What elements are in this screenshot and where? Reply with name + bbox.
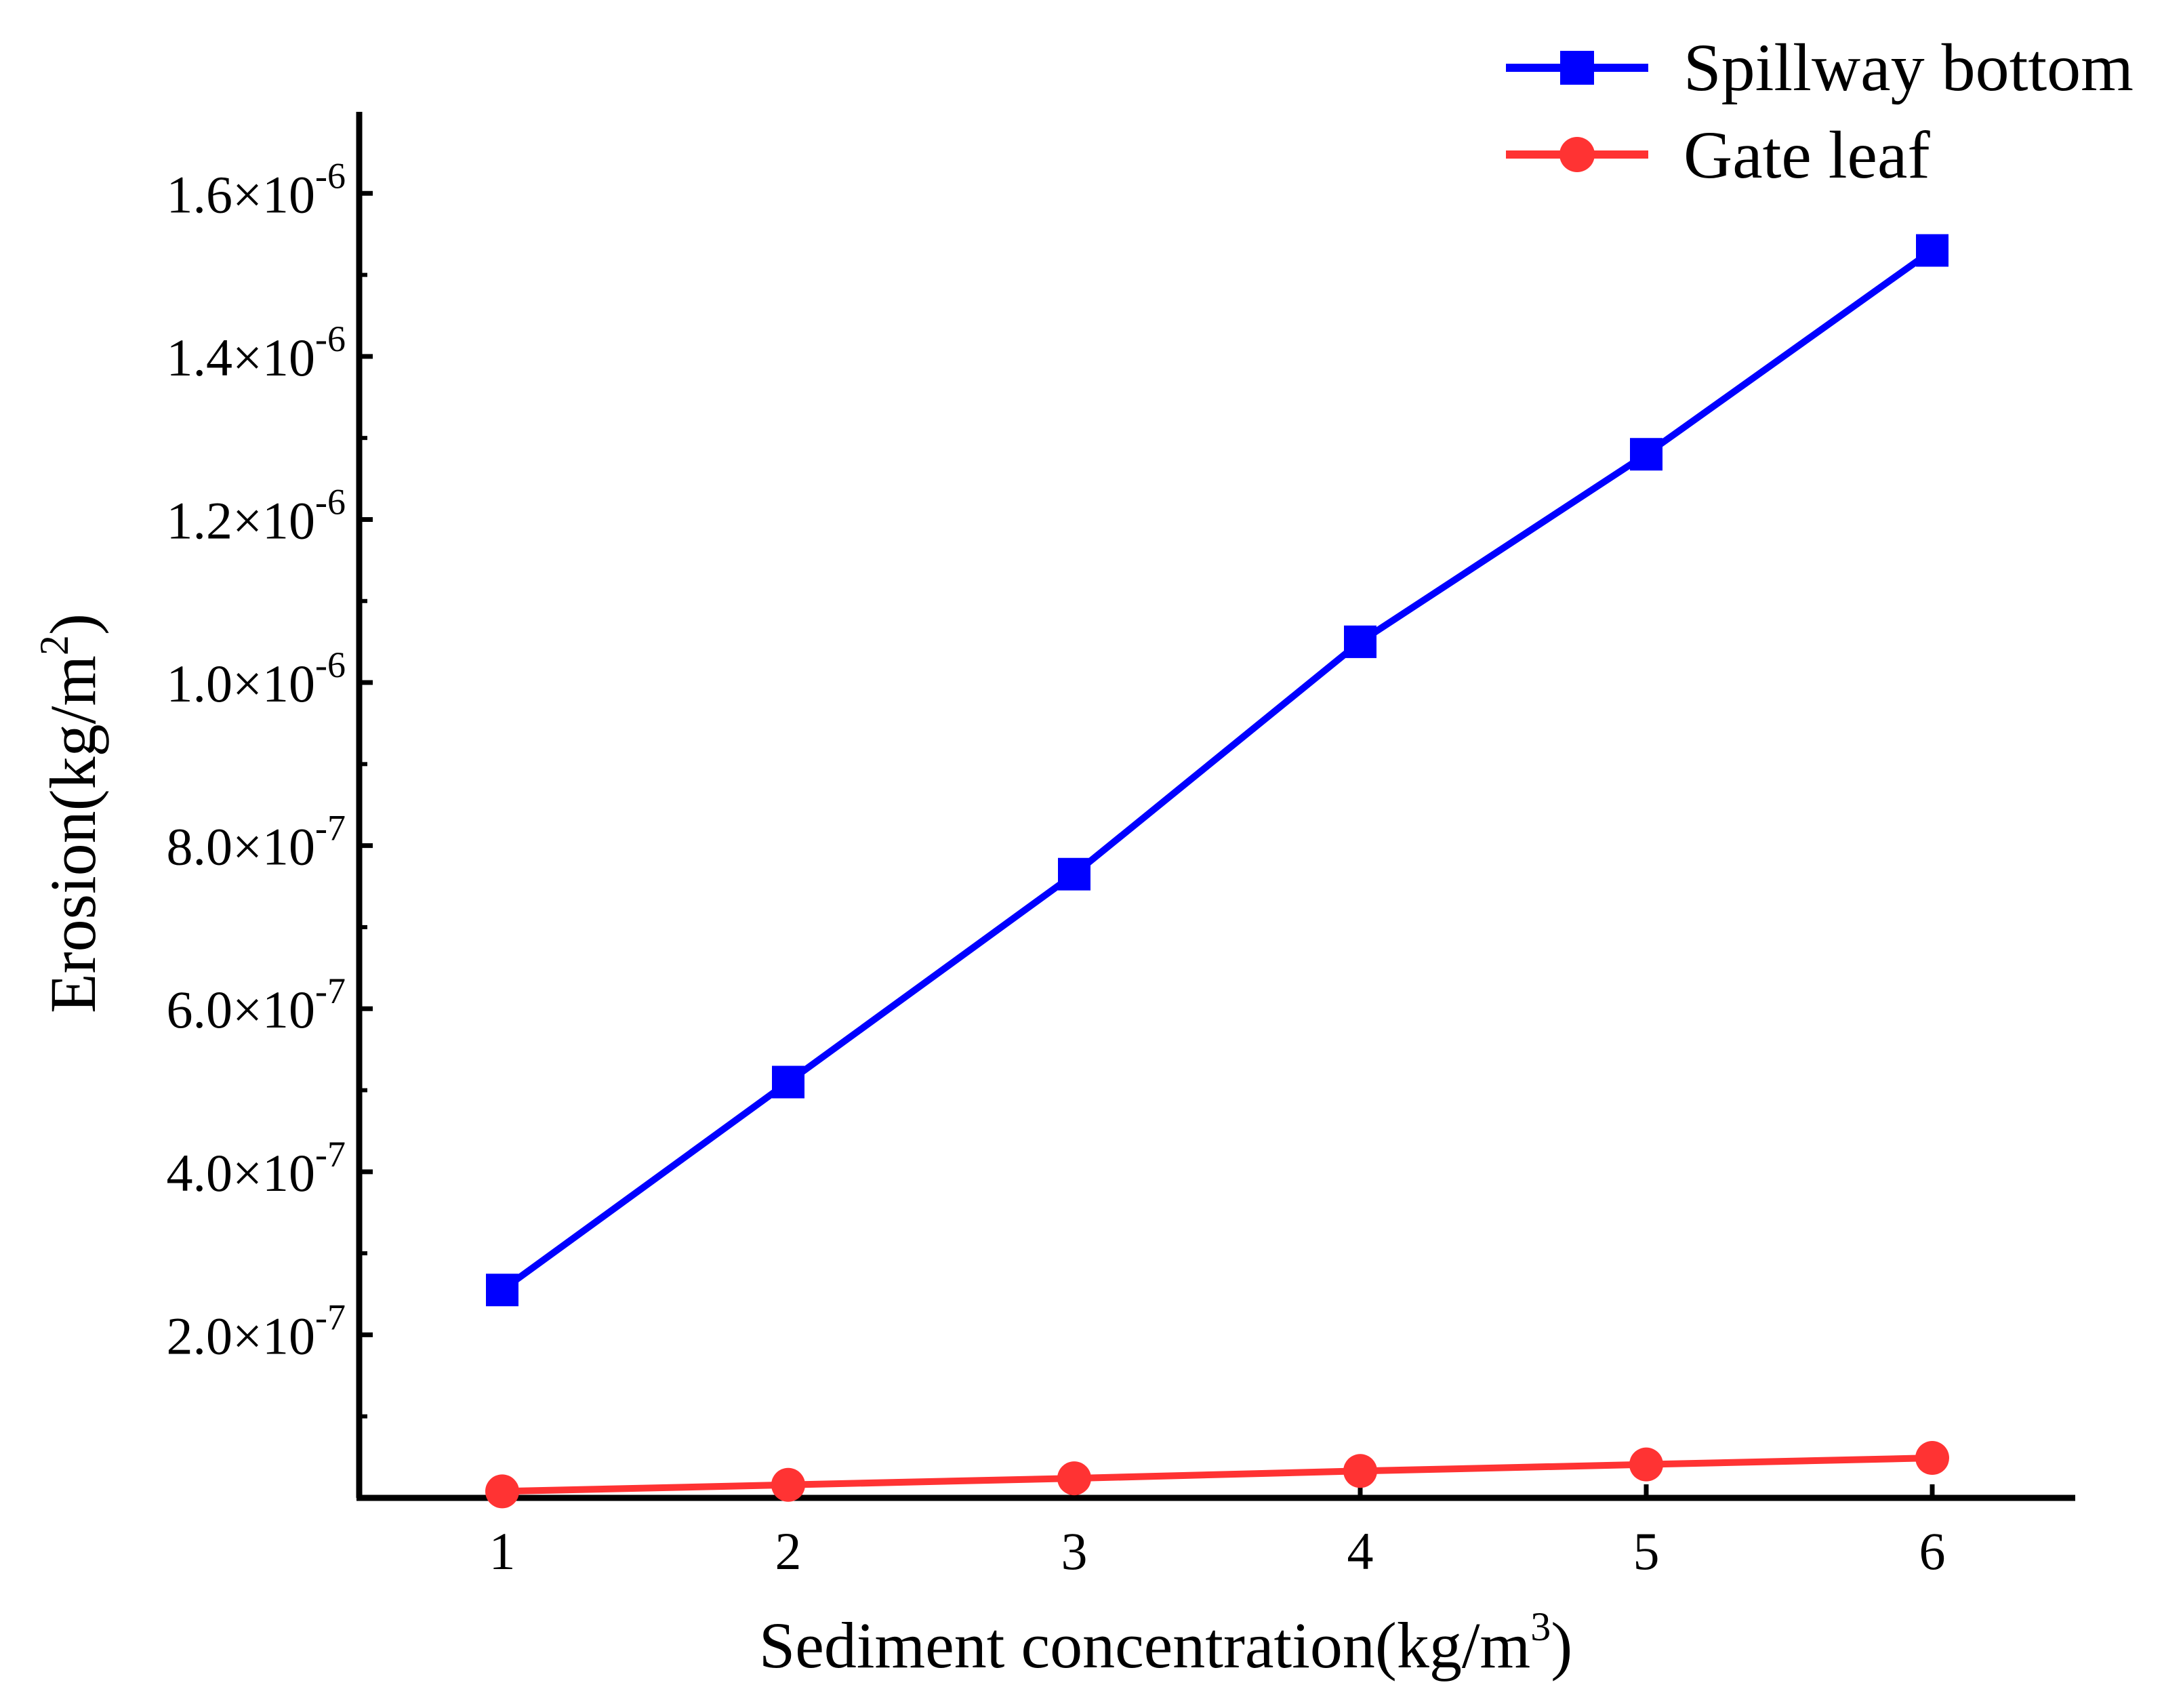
y-tick-label-3: 8.0×10-7	[167, 808, 346, 876]
legend: Spillway bottom Gate leaf	[1506, 30, 2134, 192]
series-line-gate-leaf	[502, 1455, 1933, 1495]
axes-layer	[356, 112, 2075, 1501]
point-gate-leaf-0	[485, 1474, 519, 1509]
point-spillway-bottom-0	[486, 1274, 518, 1307]
ticks-layer	[359, 190, 1935, 1498]
y-tick-label-2: 6.0×10-7	[167, 971, 346, 1039]
legend-entry-gate-leaf: Gate leaf	[1506, 117, 1930, 192]
svg-text:Sediment concentration(kg/m3): Sediment concentration(kg/m3)	[759, 1604, 1572, 1682]
y-axis-title: Erosion(kg/m2)	[32, 613, 109, 1013]
legend-entry-spillway-bottom: Spillway bottom	[1506, 30, 2134, 105]
x-axis-title-text: Sediment concentration(kg/m	[759, 1609, 1530, 1682]
y-tick-label-mantissa-6: 1.4×10	[167, 328, 316, 387]
x-tick-label-2: 3	[1061, 1522, 1088, 1581]
y-tick-label-exponent-7: -6	[315, 155, 346, 196]
y-tick-label-exponent-2: -7	[315, 971, 346, 1011]
point-spillway-bottom-5	[1916, 234, 1949, 267]
y-tick-label-1: 4.0×10-7	[167, 1134, 346, 1202]
y-tick-label-mantissa-4: 1.0×10	[167, 654, 316, 713]
x-tick-label-4: 5	[1633, 1522, 1660, 1581]
y-axis-title-tail: )	[37, 613, 109, 635]
point-gate-leaf-2	[1057, 1461, 1091, 1496]
y-tick-label-exponent-5: -6	[315, 481, 346, 522]
y-tick-label-mantissa-5: 1.2×10	[167, 491, 316, 550]
y-tick-label-exponent-1: -7	[315, 1134, 346, 1175]
y-tick-label-6: 1.4×10-6	[167, 319, 346, 387]
legend-swatch-marker-gate	[1559, 137, 1595, 172]
x-tick-label-0: 1	[489, 1522, 516, 1581]
x-tick-label-3: 4	[1347, 1522, 1374, 1581]
x-axis-title: Sediment concentration(kg/m3)	[759, 1604, 1572, 1682]
point-gate-leaf-4	[1629, 1447, 1663, 1482]
point-gate-leaf-1	[771, 1467, 805, 1502]
y-tick-label-mantissa-7: 1.6×10	[167, 165, 316, 224]
point-gate-leaf-5	[1915, 1441, 1949, 1476]
x-axis-title-sup: 3	[1530, 1604, 1551, 1649]
y-tick-label-0: 2.0×10-7	[167, 1297, 346, 1365]
y-tick-label-4: 1.0×10-6	[167, 645, 346, 713]
y-tick-label-exponent-6: -6	[315, 319, 346, 359]
x-tick-label-1: 2	[775, 1522, 802, 1581]
point-spillway-bottom-4	[1630, 438, 1662, 471]
y-tick-label-mantissa-2: 6.0×10	[167, 980, 316, 1039]
y-tick-label-mantissa-3: 8.0×10	[167, 817, 316, 876]
legend-label-spillway: Spillway bottom	[1684, 30, 2134, 105]
y-tick-label-mantissa-1: 4.0×10	[167, 1143, 316, 1202]
y-tick-label-exponent-0: -7	[315, 1297, 346, 1337]
series-line-spillway-bottom	[500, 247, 1934, 1293]
legend-label-gate: Gate leaf	[1684, 117, 1930, 192]
point-gate-leaf-3	[1343, 1454, 1377, 1488]
y-tick-label-7: 1.6×10-6	[167, 155, 346, 224]
series-layer	[485, 234, 1949, 1509]
point-spillway-bottom-1	[772, 1065, 804, 1099]
y-tick-label-exponent-3: -7	[315, 808, 346, 849]
svg-text:Erosion(kg/m2): Erosion(kg/m2)	[32, 613, 109, 1013]
y-axis-title-text: Erosion(kg/m	[37, 655, 109, 1013]
y-tick-label-5: 1.2×10-6	[167, 481, 346, 550]
labels-layer: 2.0×10-74.0×10-76.0×10-78.0×10-71.0×10-6…	[167, 155, 1946, 1581]
point-spillway-bottom-3	[1344, 625, 1376, 658]
y-tick-label-mantissa-0: 2.0×10	[167, 1306, 316, 1365]
legend-swatch-marker-spillway	[1560, 51, 1594, 85]
point-spillway-bottom-2	[1058, 857, 1090, 891]
y-axis-title-sup: 2	[32, 635, 77, 655]
x-axis-title-tail: )	[1551, 1609, 1572, 1682]
y-tick-label-exponent-4: -6	[315, 645, 346, 685]
x-tick-label-5: 6	[1919, 1522, 1946, 1581]
